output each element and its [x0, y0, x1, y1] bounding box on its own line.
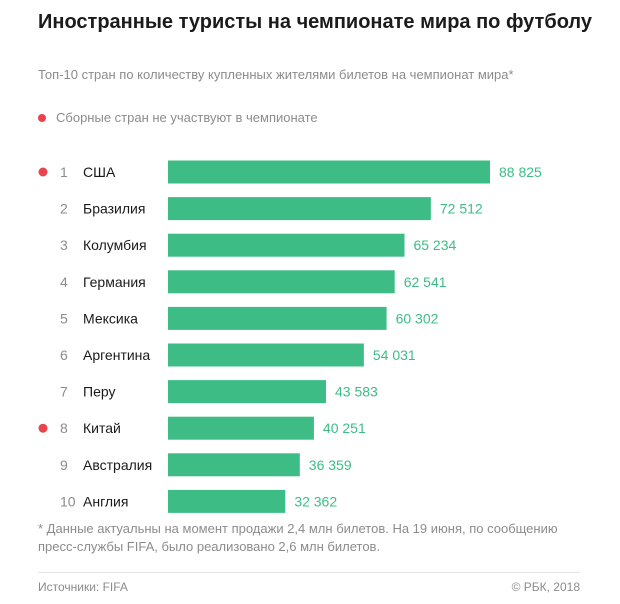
country-label: США: [83, 164, 116, 180]
not-participating-marker: [38, 167, 48, 177]
value-label: 43 583: [335, 384, 378, 400]
country-label: Колумбия: [83, 237, 147, 253]
value-label: 60 302: [396, 310, 439, 326]
value-label: 36 359: [309, 457, 352, 473]
rank-label: 3: [60, 237, 68, 253]
legend-label: Сборные стран не участвуют в чемпионате: [56, 110, 318, 125]
country-label: Германия: [83, 274, 146, 290]
rank-label: 10: [60, 493, 76, 509]
legend: Сборные стран не участвуют в чемпионате: [38, 110, 318, 126]
rank-label: 1: [60, 164, 68, 180]
bar-chart: 1 США 88 825 2 Бразилия 72 512 3 Колумбия 65 234…: [38, 160, 542, 513]
rank-label: 4: [60, 274, 68, 290]
value-label: 62 541: [404, 274, 447, 290]
country-label: Австралия: [83, 457, 152, 473]
chart-title: Иностранные туристы на чемпионате мира п…: [38, 11, 592, 33]
bar: [168, 489, 286, 513]
bar: [168, 380, 326, 404]
country-label: Аргентина: [83, 347, 150, 363]
not-participating-marker: [38, 423, 48, 433]
bar: [168, 306, 387, 330]
country-label: Китай: [83, 420, 121, 436]
footer: Источники: FIFA © РБК, 2018: [38, 572, 580, 595]
rank-label: 2: [60, 201, 68, 217]
value-label: 72 512: [440, 201, 483, 217]
chart-subtitle: Топ-10 стран по количеству купленных жит…: [38, 67, 514, 82]
rank-label: 6: [60, 347, 68, 363]
rank-label: 5: [60, 310, 68, 326]
value-label: 32 362: [294, 493, 337, 509]
country-label: Перу: [83, 384, 115, 400]
copyright-label: © РБК, 2018: [511, 580, 580, 594]
bar: [168, 270, 395, 294]
bar: [168, 343, 364, 367]
value-label: 65 234: [413, 237, 456, 253]
bar: [168, 197, 431, 221]
legend-marker-dot: [38, 114, 46, 122]
country-label: Англия: [83, 493, 128, 509]
value-label: 40 251: [323, 420, 366, 436]
source-label: Источники: FIFA: [38, 580, 128, 594]
bar: [168, 233, 405, 257]
bar: [168, 416, 314, 440]
rank-label: 7: [60, 384, 68, 400]
rank-label: 9: [60, 457, 68, 473]
rank-label: 8: [60, 420, 68, 436]
country-label: Бразилия: [83, 201, 145, 217]
country-label: Мексика: [83, 310, 138, 326]
bar: [168, 453, 300, 477]
bar: [168, 160, 490, 184]
value-label: 88 825: [499, 164, 542, 180]
footnote: * Данные актуальны на момент продажи 2,4…: [38, 521, 558, 554]
value-label: 54 031: [373, 347, 416, 363]
